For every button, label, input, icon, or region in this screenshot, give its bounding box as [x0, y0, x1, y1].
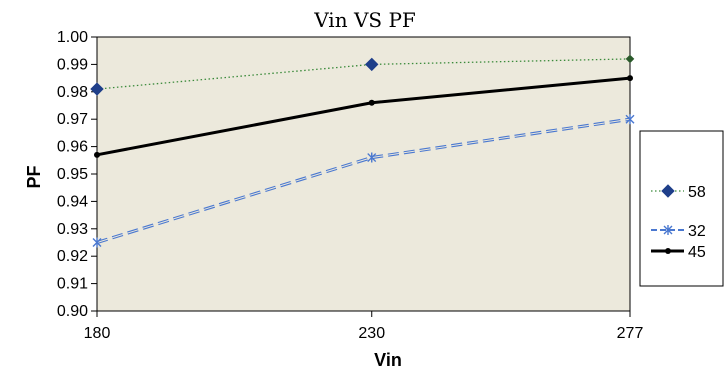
legend-box: [639, 130, 724, 287]
x-axis-label: Vin: [374, 350, 402, 370]
data-point: [625, 54, 635, 64]
data-point: [368, 99, 375, 106]
data-point: [367, 152, 377, 163]
y-tick-label: 0.97: [57, 111, 88, 128]
y-tick-label: 0.95: [57, 166, 88, 183]
data-point: [365, 57, 379, 72]
x-axis: 180 230 277: [84, 311, 644, 342]
legend-label: 58: [688, 184, 706, 201]
legend-marker: [661, 184, 675, 198]
legend-label: 45: [688, 244, 706, 261]
legend-item-58: 58: [651, 184, 706, 201]
legend-item-45: 45: [651, 244, 706, 261]
legend-marker: [665, 248, 671, 254]
y-tick-label: 0.99: [57, 56, 88, 73]
series-45: [94, 75, 633, 158]
y-tick-label: 0.92: [57, 248, 88, 265]
y-tick-label: 0.96: [57, 139, 88, 156]
data-point: [627, 75, 633, 82]
y-tick-label: 0.93: [57, 221, 88, 238]
y-tick-label: 0.90: [57, 303, 88, 320]
x-tick-label: 277: [617, 325, 644, 342]
plot-area: [96, 36, 631, 312]
y-axis: 0.90 0.91 0.92 0.93 0.94 0.95 0.96 0.97 0.98 0.99…: [57, 29, 97, 320]
series-layer: [90, 54, 635, 248]
legend-items: 58 45 32: [651, 184, 706, 261]
data-point: [625, 114, 635, 125]
legend-marker: [663, 225, 673, 235]
series-58: [90, 54, 635, 96]
legend: 58 45 32: [639, 130, 724, 287]
y-axis-label: PF: [24, 165, 44, 188]
legend-item-32: 32: [651, 223, 706, 240]
series-line: [96, 58, 631, 90]
chart-title: Vin VS PF: [313, 8, 416, 32]
y-tick-label: 0.98: [57, 84, 88, 101]
data-point: [94, 151, 100, 158]
series-32: [92, 114, 635, 248]
data-point: [92, 237, 102, 248]
data-point: [90, 82, 104, 96]
y-tick-label: 0.91: [57, 276, 88, 293]
legend-label: 32: [688, 223, 706, 240]
y-tick-label: 0.94: [57, 193, 88, 210]
y-tick-label: 1.00: [57, 29, 88, 46]
x-tick-label: 230: [358, 325, 385, 342]
x-tick-label: 180: [84, 325, 111, 342]
